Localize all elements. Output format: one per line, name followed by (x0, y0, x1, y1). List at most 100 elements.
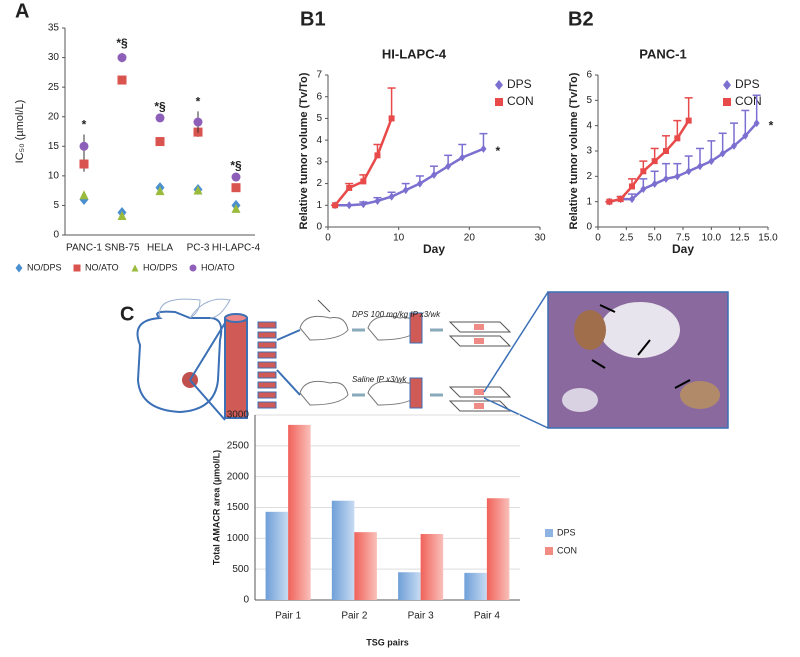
y-tick-label: 20 (48, 111, 60, 122)
legend-label: HO/DPS (143, 262, 178, 272)
legend-label: NO/ATO (85, 262, 119, 272)
marker (231, 183, 241, 193)
x-tick-label: Pair 4 (474, 611, 501, 622)
y-axis-title: Total AMACR area (µmol/L) (211, 450, 221, 565)
legend-swatch (545, 529, 553, 537)
y-tick-label: 1500 (227, 502, 250, 513)
x-tick-label: 10.0 (702, 233, 722, 244)
x-tick-label: HELA (147, 243, 173, 254)
marker (708, 157, 715, 166)
marker (73, 264, 81, 272)
marker (719, 149, 726, 158)
bar (265, 511, 289, 600)
marker (685, 167, 692, 176)
marker (416, 179, 423, 188)
marker (15, 263, 23, 273)
marker (629, 183, 635, 190)
panel-label: B1 (300, 8, 326, 30)
marker (663, 174, 669, 183)
y-tick-label: 6 (316, 91, 322, 102)
x-tick-label: PANC-1 (66, 243, 102, 254)
marker (742, 131, 749, 140)
annotation: *§ (230, 158, 242, 172)
marker (346, 201, 353, 210)
annotation: *§ (116, 36, 128, 50)
y-tick-label: 0 (53, 230, 59, 241)
legend-label: DPS (735, 77, 760, 91)
marker (117, 75, 127, 85)
annotation: *§ (154, 99, 166, 113)
x-tick-label: 20 (464, 233, 476, 244)
x-tick-label: Pair 3 (408, 611, 435, 622)
x-axis-title: Day (423, 242, 445, 256)
bar (486, 498, 510, 600)
marker (697, 162, 703, 171)
y-tick-label: 4 (586, 120, 592, 131)
panel-label: C (120, 303, 134, 325)
marker (189, 264, 197, 272)
marker (346, 184, 353, 191)
legend-label: NO/DPS (27, 262, 62, 272)
marker (640, 185, 647, 193)
marker (79, 159, 89, 169)
y-tick-label: 7 (316, 70, 322, 81)
marker (685, 117, 692, 124)
diagram-label: Saline IP x3/wk (352, 375, 407, 384)
marker (753, 119, 760, 128)
marker (155, 113, 165, 123)
panel-label: A (15, 0, 29, 22)
x-tick-label: Pair 2 (341, 611, 368, 622)
marker (193, 117, 203, 127)
y-tick-label: 5 (316, 113, 322, 124)
legend-label: DPS (557, 527, 576, 537)
marker (459, 153, 466, 162)
y-tick-label: 500 (232, 564, 249, 575)
marker (674, 172, 681, 181)
marker (117, 210, 127, 220)
x-tick-label: 30 (534, 233, 546, 244)
y-tick-label: 5 (586, 95, 592, 106)
marker (117, 53, 127, 63)
y-tick-label: 4 (316, 135, 322, 146)
bar (420, 534, 444, 600)
x-tick-label: 7.5 (676, 233, 690, 244)
marker (617, 196, 624, 203)
marker (663, 148, 669, 154)
y-axis-title: Relative tumor volume (Tv/To) (568, 72, 580, 229)
marker (495, 98, 503, 106)
marker (332, 202, 339, 209)
marker (231, 203, 241, 213)
x-tick-label: 5.0 (648, 233, 662, 244)
x-tick-label: 0 (595, 233, 601, 244)
y-tick-label: 1 (316, 200, 322, 211)
y-tick-label: 30 (48, 52, 60, 63)
y-tick-label: 2500 (227, 440, 250, 451)
bar (354, 532, 377, 600)
y-tick-label: 3 (316, 156, 322, 167)
y-tick-label: 15 (48, 141, 60, 152)
y-axis-title: Relative tumor volume (Tv/To) (298, 72, 310, 229)
marker (629, 195, 635, 204)
y-tick-label: 25 (48, 82, 60, 93)
marker (79, 141, 89, 151)
series-line (334, 117, 393, 207)
marker (606, 198, 613, 205)
x-tick-label: Pair 1 (275, 611, 302, 622)
marker (431, 170, 437, 179)
bar (464, 572, 487, 600)
x-tick-label: SNB-75 (104, 243, 139, 254)
y-tick-label: 2 (316, 178, 322, 189)
y-axis-title: IC₅₀ (µmol/L) (14, 100, 26, 164)
y-tick-label: 0 (243, 595, 249, 606)
y-tick-label: 35 (48, 23, 60, 34)
legend-swatch (545, 547, 553, 555)
y-tick-label: 5 (53, 200, 59, 211)
legend-label: CON (735, 94, 762, 108)
x-tick-label: HI-LAPC-4 (212, 243, 261, 254)
x-tick-label: PC-3 (187, 243, 210, 254)
marker (360, 178, 367, 185)
marker (445, 162, 452, 171)
x-tick-label: 15.0 (758, 233, 778, 244)
y-tick-label: 1000 (227, 533, 250, 544)
